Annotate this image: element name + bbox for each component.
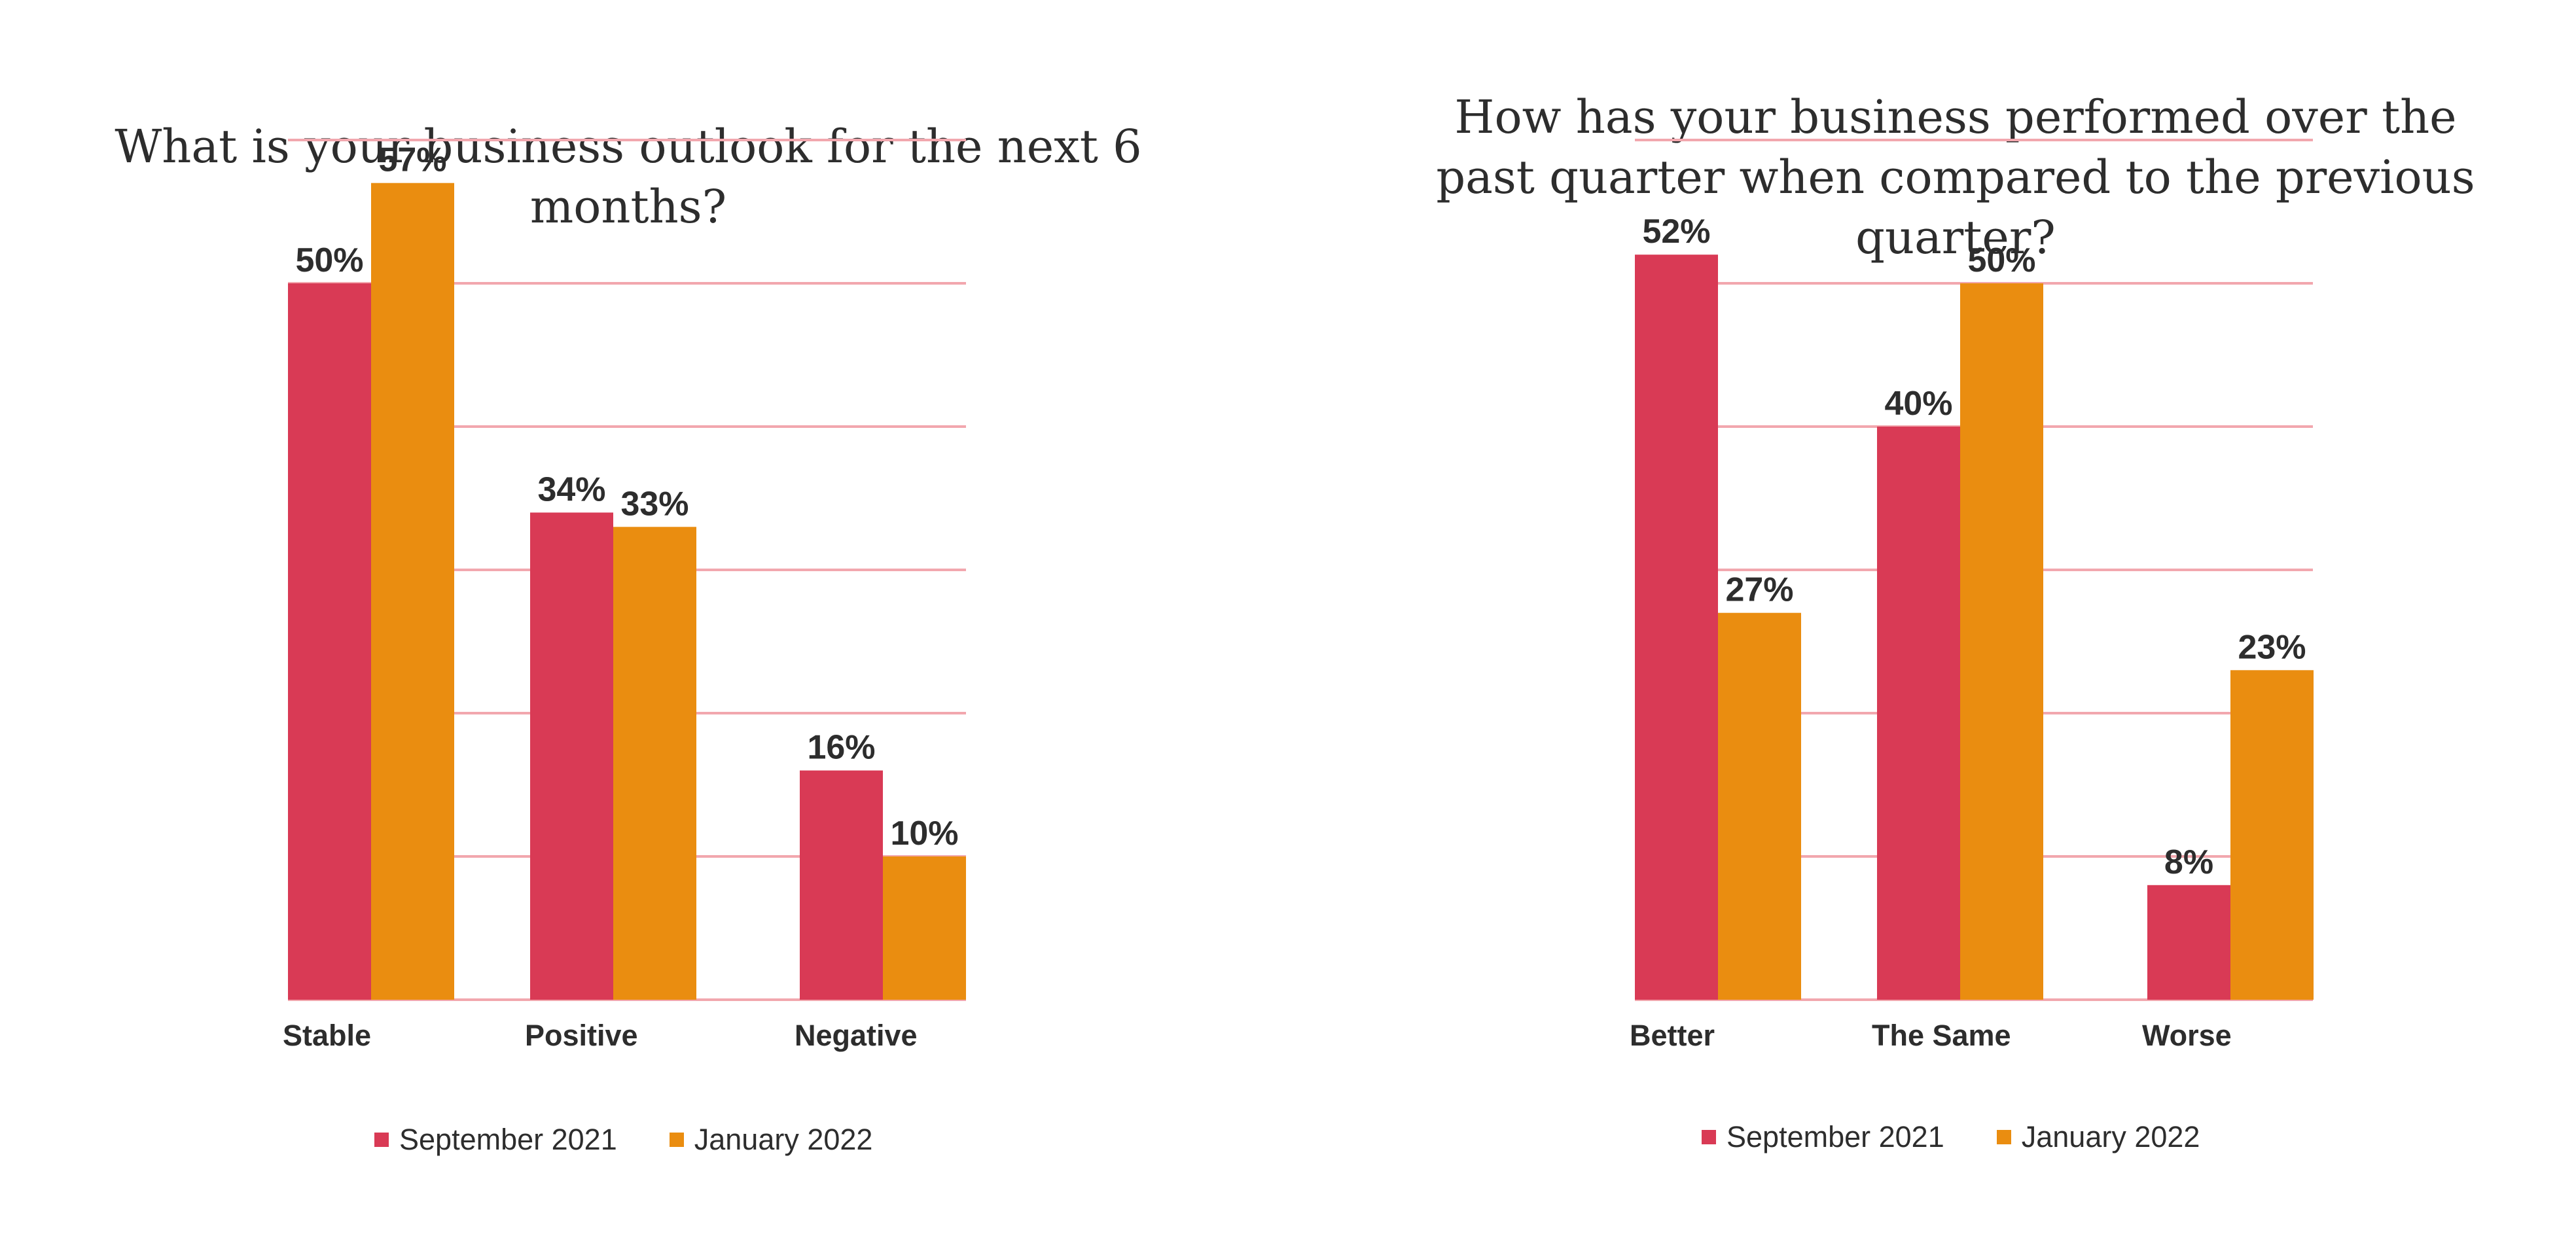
legend-label: September 2021 — [1726, 1120, 1944, 1153]
data-label: 40% — [1884, 385, 1952, 423]
x-tick-label: The Same — [1872, 1019, 2011, 1052]
legend: September 2021 January 2022 — [1702, 1120, 2200, 1154]
legend-item-september-2021: September 2021 — [1702, 1120, 1944, 1154]
legend-label: September 2021 — [399, 1123, 617, 1156]
legend: September 2021 January 2022 — [374, 1123, 872, 1157]
chart-panel-performance: How has your business performed over the… — [1288, 0, 2576, 1249]
data-label: 50% — [1967, 241, 2035, 279]
bar — [2230, 670, 2314, 1000]
legend-swatch-september-2021 — [1702, 1130, 1716, 1144]
legend-label: January 2022 — [2021, 1120, 2200, 1153]
data-label: 10% — [890, 815, 958, 853]
bar — [613, 527, 696, 1000]
data-label: 23% — [2238, 628, 2306, 666]
bar — [2147, 885, 2230, 1000]
bar — [1877, 427, 1960, 1000]
data-label: 27% — [1725, 571, 1793, 609]
legend-swatch-september-2021 — [374, 1133, 389, 1147]
bar — [1960, 283, 2043, 1000]
bar — [288, 283, 371, 1000]
legend-swatch-january-2022 — [1996, 1130, 2011, 1144]
data-label: 33% — [620, 485, 689, 523]
data-label: 34% — [537, 470, 605, 508]
data-label: 57% — [378, 141, 446, 179]
chart-panel-outlook: What is your business outlook for the ne… — [115, 120, 1142, 1157]
bar — [530, 512, 613, 1000]
bar — [800, 770, 883, 1000]
x-tick-label: Negative — [795, 1019, 918, 1052]
x-tick-label: Positive — [525, 1019, 638, 1052]
x-tick-label: Better — [1630, 1019, 1715, 1052]
bar — [883, 856, 966, 1000]
bar-chart-performance: 52% 27% Better 40% 50% The Same 8% 23% Worse — [1630, 139, 2314, 1052]
data-label: 50% — [295, 241, 363, 279]
legend-item-january-2022: January 2022 — [669, 1123, 873, 1157]
data-label: 8% — [2164, 843, 2213, 881]
data-label: 16% — [807, 729, 875, 767]
bar — [371, 183, 454, 1000]
legend-swatch-january-2022 — [669, 1133, 684, 1147]
legend-item-january-2022: January 2022 — [1996, 1120, 2200, 1154]
chart-title: What is your business outlook for the ne… — [115, 120, 1142, 234]
legend-label: January 2022 — [694, 1123, 873, 1156]
x-tick-label: Worse — [2142, 1019, 2232, 1052]
data-label: 52% — [1642, 213, 1710, 251]
bar — [1718, 612, 1801, 1000]
legend-item-september-2021: September 2021 — [374, 1123, 617, 1157]
bar-chart-outlook: 50% 57% Stable 34% 33% Positive 16% 10% Negative — [283, 139, 966, 1052]
x-tick-label: Stable — [283, 1019, 371, 1052]
bar — [1635, 255, 1718, 1000]
chart-title: How has your business performed over the… — [1436, 90, 2475, 264]
